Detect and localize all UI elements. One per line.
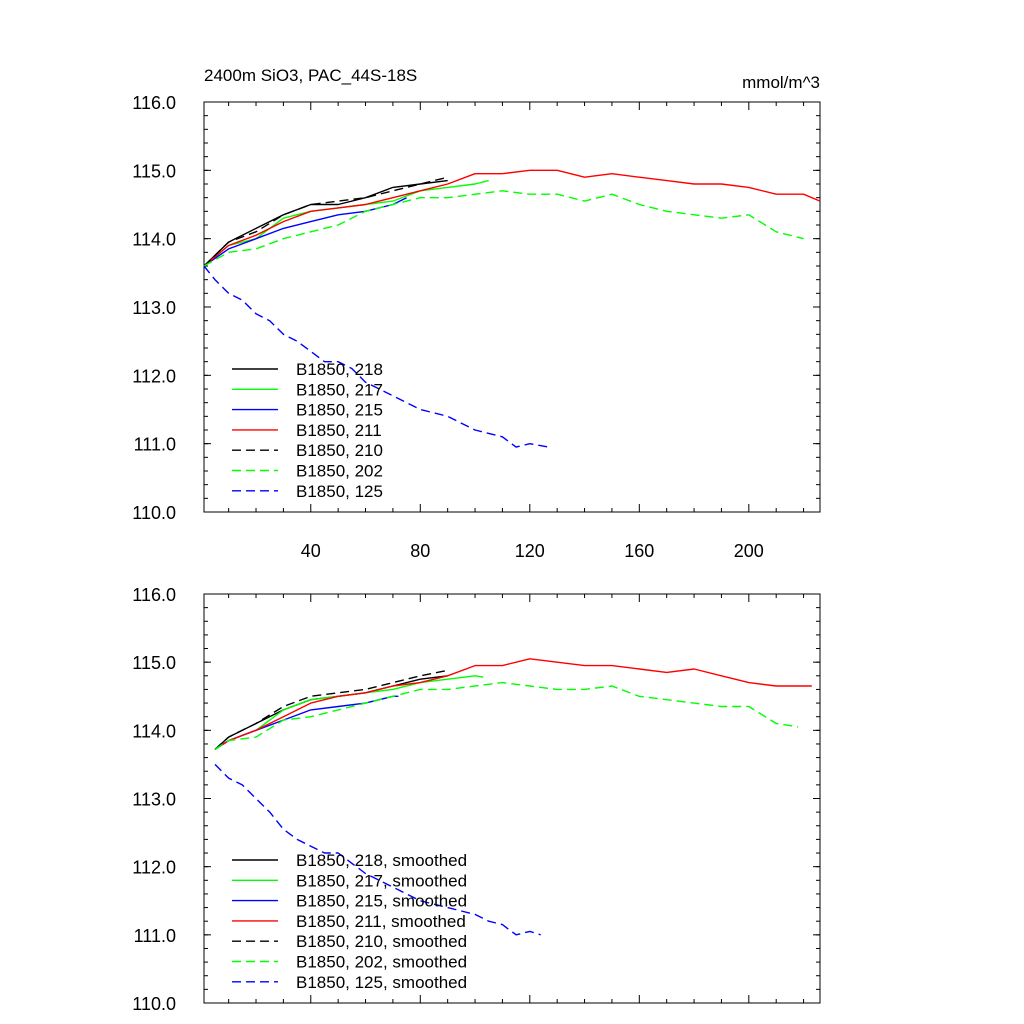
series-line — [203, 169, 821, 267]
title-right: mmol/m^3 — [742, 73, 820, 92]
panel-top: 110.0 111.0 112.0 113.0 114.0 115.0 116.0 40 80 1… — [132, 93, 821, 561]
y-tick-label: 113.0 — [132, 790, 176, 810]
y-tick-label: 110.0 — [132, 994, 176, 1014]
y-tick-label: 114.0 — [132, 721, 176, 741]
legend-label: B1850, 218 — [296, 360, 383, 379]
legend-label: B1850, 211 — [296, 421, 382, 440]
series-line — [203, 265, 550, 448]
y-tick-label: 115.0 — [132, 161, 176, 181]
series-line — [214, 669, 448, 750]
legend-label: B1850, 210 — [296, 441, 383, 460]
legend-label: B1850, 202 — [296, 462, 383, 481]
panel-bottom: 110.0 111.0 112.0 113.0 114.0 115.0 116.0 B1850… — [132, 585, 821, 1014]
legend-label: B1850, 215, smoothed — [296, 892, 467, 911]
x-tick-label: 80 — [410, 541, 430, 561]
series-line — [214, 681, 799, 750]
y-tick-label: 111.0 — [134, 926, 176, 946]
legend-label: B1850, 217 — [296, 380, 383, 399]
legend-label: B1850, 218, smoothed — [296, 851, 467, 870]
legend-label: B1850, 202, smoothed — [296, 953, 467, 972]
y-tick-label: 110.0 — [132, 503, 176, 523]
title-left: 2400m SiO3, PAC_44S-18S — [204, 66, 417, 85]
y-tick-label: 115.0 — [132, 653, 176, 673]
series-line — [203, 179, 448, 267]
x-tick-label: 200 — [734, 541, 764, 561]
x-tick-label: 40 — [301, 541, 321, 561]
y-tick-label: 114.0 — [132, 230, 176, 250]
series-line — [214, 658, 812, 750]
legend-label: B1850, 210, smoothed — [296, 932, 467, 951]
series-line — [203, 179, 489, 267]
series-line — [214, 675, 484, 750]
series-line — [203, 190, 804, 267]
legend-label: B1850, 217, smoothed — [296, 871, 467, 890]
y-tick-label: 111.0 — [134, 435, 176, 455]
legend-label: B1850, 211, smoothed — [296, 912, 466, 931]
x-tick-label: 160 — [624, 541, 654, 561]
y-tick-label: 116.0 — [132, 585, 176, 605]
legend-label: B1850, 125 — [296, 482, 383, 501]
legend-label: B1850, 215 — [296, 401, 383, 420]
series-line — [214, 675, 448, 750]
y-tick-label: 112.0 — [132, 366, 176, 386]
series-line — [214, 695, 399, 750]
y-tick-label: 113.0 — [132, 298, 176, 318]
series-line — [214, 763, 541, 936]
y-tick-label: 112.0 — [132, 858, 176, 878]
legend-label: B1850, 125, smoothed — [296, 973, 467, 992]
y-tick-label: 116.0 — [132, 93, 176, 113]
x-tick-label: 120 — [515, 541, 545, 561]
series-line — [203, 176, 448, 267]
